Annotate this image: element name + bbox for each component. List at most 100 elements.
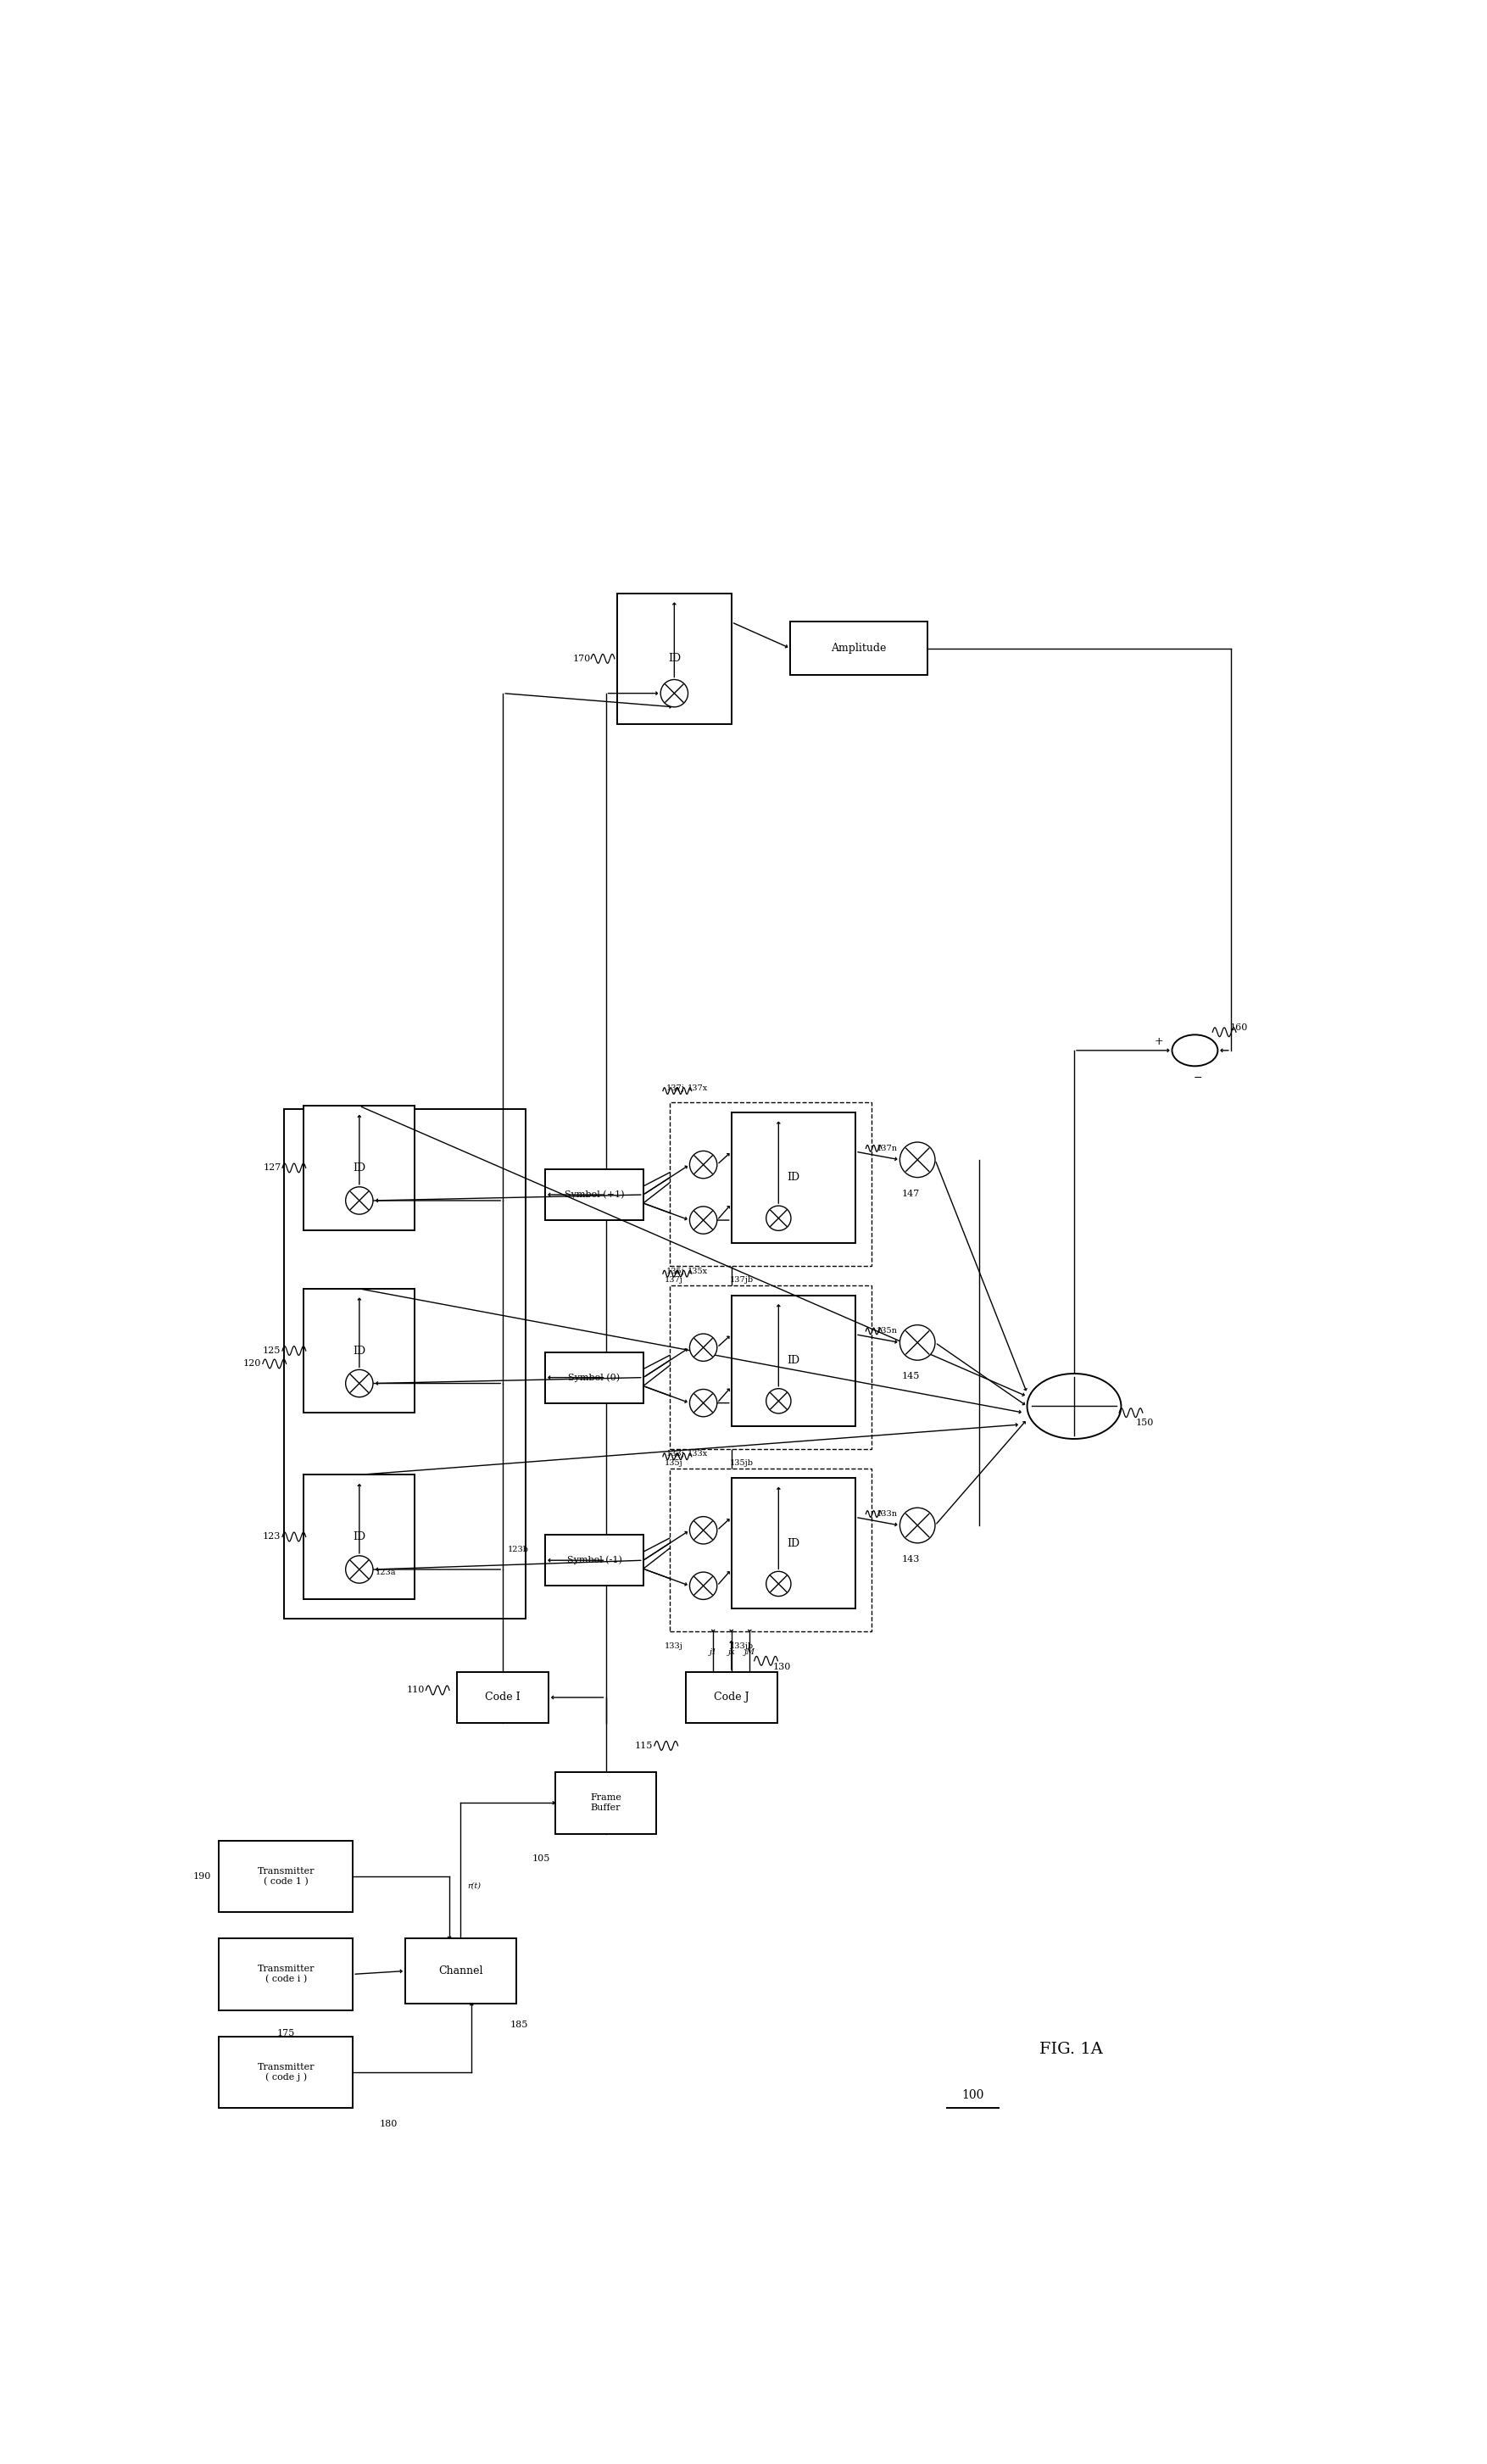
Text: Amplitude: Amplitude (831, 643, 886, 653)
Text: Symbol (+1): Symbol (+1) (565, 1190, 625, 1200)
Text: 170: 170 (572, 655, 590, 663)
Circle shape (900, 1326, 935, 1360)
Text: Transmitter
( code j ): Transmitter ( code j ) (257, 2062, 314, 2082)
Text: 133x: 133x (687, 1451, 708, 1459)
Text: 133n: 133n (876, 1510, 898, 1518)
Text: 145: 145 (901, 1372, 920, 1380)
Text: 147: 147 (903, 1190, 920, 1198)
Text: 105: 105 (532, 1855, 550, 1863)
Text: 135x: 135x (687, 1266, 708, 1274)
Text: Code J: Code J (714, 1693, 749, 1703)
Text: 180: 180 (379, 2119, 397, 2129)
Ellipse shape (1172, 1035, 1218, 1067)
Text: j1: j1 (709, 1648, 717, 1656)
Text: ID: ID (787, 1173, 800, 1183)
Text: Channel: Channel (439, 1966, 483, 1976)
Circle shape (690, 1515, 717, 1545)
Circle shape (345, 1555, 373, 1584)
Text: −: − (1194, 1072, 1203, 1084)
Text: ID: ID (787, 1355, 800, 1365)
Ellipse shape (1028, 1372, 1121, 1439)
Text: Transmitter
( code i ): Transmitter ( code i ) (257, 1964, 314, 1984)
Circle shape (690, 1333, 717, 1360)
Text: 120: 120 (244, 1360, 262, 1368)
Text: 110: 110 (406, 1685, 425, 1695)
Text: Symbol (0): Symbol (0) (568, 1372, 620, 1382)
Text: 127: 127 (263, 1163, 281, 1173)
Text: Frame
Buffer: Frame Buffer (590, 1794, 622, 1811)
Bar (669, 1104, 871, 1266)
Text: 190: 190 (193, 1873, 211, 1880)
Text: 137jb: 137jb (730, 1276, 754, 1284)
Text: 143: 143 (901, 1555, 920, 1565)
Bar (790, 621, 928, 675)
Text: 137j: 137j (666, 1084, 684, 1092)
Circle shape (690, 1207, 717, 1234)
Text: 137x: 137x (687, 1084, 708, 1092)
Circle shape (690, 1572, 717, 1599)
Bar (284, 1109, 526, 1619)
Circle shape (766, 1572, 791, 1597)
Bar (546, 1170, 644, 1220)
Bar (686, 1673, 778, 1722)
Bar (732, 1296, 855, 1427)
Bar (732, 1111, 855, 1242)
Text: Code I: Code I (485, 1693, 520, 1703)
Text: 185: 185 (510, 2020, 528, 2028)
Text: 123: 123 (263, 1533, 281, 1540)
Bar (457, 1673, 549, 1722)
Text: 115: 115 (635, 1742, 653, 1749)
Circle shape (660, 680, 688, 707)
Text: FIG. 1A: FIG. 1A (1039, 2043, 1102, 2057)
Bar (546, 1353, 644, 1402)
Text: ID: ID (352, 1163, 366, 1173)
Text: Symbol (-1): Symbol (-1) (567, 1555, 622, 1565)
Bar (219, 1841, 352, 1912)
Text: 100: 100 (962, 2089, 984, 2102)
Text: ID: ID (668, 653, 681, 665)
Bar (546, 1535, 644, 1587)
Bar (669, 1286, 871, 1449)
Bar (303, 1289, 415, 1412)
Circle shape (345, 1188, 373, 1215)
Circle shape (766, 1390, 791, 1414)
Circle shape (766, 1205, 791, 1230)
Text: 175: 175 (277, 2028, 294, 2038)
Text: 135n: 135n (876, 1328, 898, 1335)
Circle shape (345, 1370, 373, 1397)
Bar (669, 1469, 871, 1631)
Text: Transmitter
( code 1 ): Transmitter ( code 1 ) (257, 1868, 314, 1885)
Bar (303, 1476, 415, 1599)
Text: 137j: 137j (665, 1276, 683, 1284)
Text: 123a: 123a (376, 1567, 397, 1577)
Text: 133j: 133j (665, 1641, 683, 1651)
Bar (404, 1939, 516, 2003)
Text: 150: 150 (1136, 1419, 1154, 1427)
Bar (219, 2035, 352, 2109)
Text: +: + (1154, 1035, 1163, 1047)
Text: 130: 130 (773, 1663, 791, 1671)
Text: 123b: 123b (507, 1545, 529, 1555)
Text: 135j: 135j (666, 1266, 684, 1274)
Text: ID: ID (787, 1538, 800, 1550)
Text: 125: 125 (263, 1345, 281, 1355)
Text: 135jb: 135jb (730, 1459, 754, 1466)
Text: 133jb: 133jb (730, 1641, 754, 1651)
Bar (732, 1478, 855, 1609)
Text: jk: jk (727, 1648, 735, 1656)
Bar (219, 1939, 352, 2011)
Text: 133j: 133j (666, 1451, 684, 1459)
Text: 137n: 137n (876, 1146, 898, 1153)
Circle shape (690, 1390, 717, 1417)
Text: ID: ID (352, 1345, 366, 1355)
Bar (617, 594, 732, 724)
Circle shape (900, 1143, 935, 1178)
Text: ID: ID (352, 1530, 366, 1542)
Text: 160: 160 (1230, 1023, 1248, 1032)
Circle shape (690, 1151, 717, 1178)
Bar (555, 1772, 656, 1833)
Bar (303, 1106, 415, 1230)
Text: r(t): r(t) (467, 1882, 480, 1890)
Text: jM: jM (744, 1648, 755, 1656)
Text: 135j: 135j (665, 1459, 683, 1466)
